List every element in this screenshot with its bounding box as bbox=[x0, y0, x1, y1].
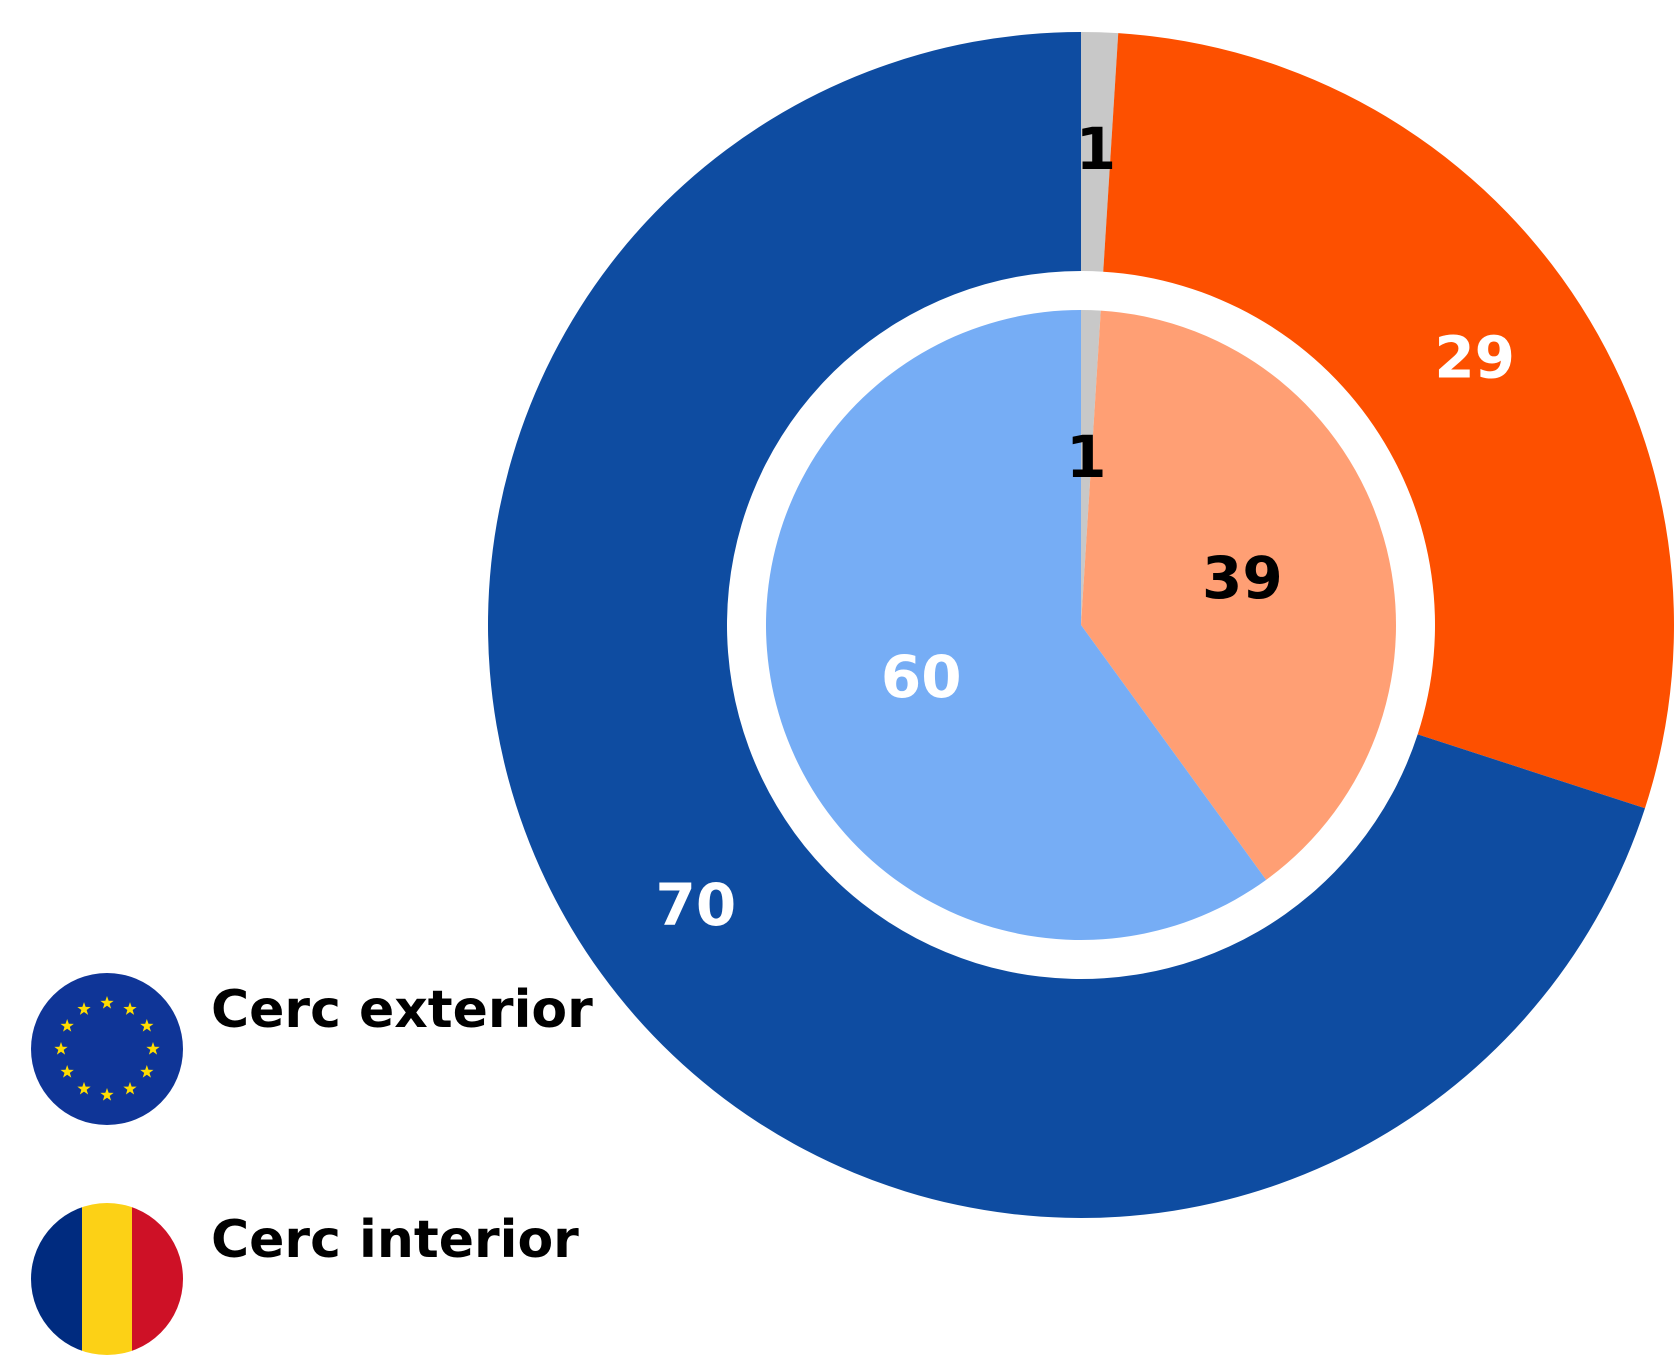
value-label: 39 bbox=[1202, 544, 1283, 612]
legend-icon-eu bbox=[31, 973, 183, 1125]
value-label: 70 bbox=[656, 871, 737, 939]
star bbox=[100, 996, 114, 1009]
value-label: 1 bbox=[1076, 115, 1116, 183]
ro-yellow bbox=[82, 1203, 132, 1355]
value-labels: 1 29 70 1 39 60 bbox=[656, 115, 1516, 939]
star bbox=[146, 1042, 160, 1055]
star bbox=[100, 1088, 114, 1101]
value-label: 29 bbox=[1434, 323, 1515, 391]
value-label: 60 bbox=[881, 643, 962, 711]
star bbox=[77, 1002, 91, 1015]
pie-slice bbox=[1103, 33, 1674, 809]
star bbox=[140, 1019, 154, 1032]
pie-slice bbox=[1081, 310, 1101, 625]
legend-label: Cerc exterior bbox=[211, 980, 593, 1040]
pie-slice bbox=[765, 310, 1267, 940]
star bbox=[77, 1081, 91, 1095]
pie-slice bbox=[1081, 310, 1397, 880]
pie-slice bbox=[488, 32, 1645, 1218]
legend-icon-ro bbox=[31, 1203, 183, 1355]
star bbox=[123, 1081, 137, 1095]
eu-stars bbox=[54, 996, 160, 1101]
ro-blue bbox=[31, 1203, 82, 1355]
legend: Cerc exterior Cerc interior bbox=[31, 973, 593, 1355]
legend-label: Cerc interior bbox=[211, 1210, 579, 1270]
eu-flag bbox=[31, 973, 183, 1125]
pie-slice bbox=[1081, 32, 1119, 272]
star bbox=[60, 1019, 74, 1032]
rings bbox=[488, 32, 1674, 1218]
star bbox=[123, 1002, 137, 1015]
star bbox=[60, 1065, 74, 1078]
star bbox=[140, 1065, 154, 1078]
value-label: 1 bbox=[1066, 423, 1106, 491]
ro-red bbox=[132, 1203, 183, 1355]
star bbox=[54, 1042, 68, 1055]
